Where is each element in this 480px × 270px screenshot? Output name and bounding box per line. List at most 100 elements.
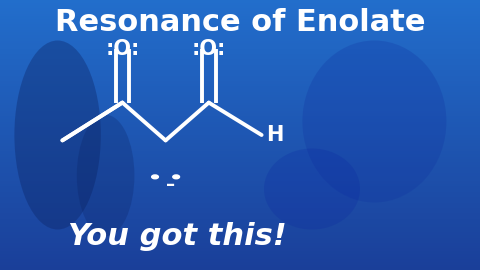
Bar — [0, 157, 480, 159]
Bar — [0, 265, 480, 267]
Bar — [0, 49, 480, 51]
Bar — [0, 119, 480, 122]
Ellipse shape — [264, 148, 360, 230]
Bar — [0, 68, 480, 70]
Ellipse shape — [77, 115, 134, 236]
Bar — [0, 208, 480, 211]
Bar — [0, 92, 480, 94]
Bar — [0, 138, 480, 140]
Bar — [0, 186, 480, 189]
Bar — [0, 167, 480, 170]
Bar — [0, 192, 480, 194]
Text: :O:: :O: — [105, 39, 140, 59]
Bar — [0, 30, 480, 32]
Bar — [0, 78, 480, 81]
Bar — [0, 65, 480, 68]
Bar — [0, 162, 480, 165]
Bar — [0, 81, 480, 84]
Bar — [0, 254, 480, 256]
Bar — [0, 148, 480, 151]
Bar — [0, 248, 480, 251]
Bar — [0, 213, 480, 216]
Bar — [0, 54, 480, 57]
Text: Resonance of Enolate: Resonance of Enolate — [55, 8, 425, 37]
Bar — [0, 178, 480, 181]
Bar — [0, 154, 480, 157]
Bar — [0, 262, 480, 265]
Bar — [0, 159, 480, 162]
Bar — [0, 176, 480, 178]
Bar — [0, 73, 480, 76]
Bar — [0, 246, 480, 248]
Bar — [0, 57, 480, 59]
Bar — [0, 11, 480, 14]
Bar — [0, 3, 480, 5]
Bar — [0, 19, 480, 22]
Bar — [0, 16, 480, 19]
Bar — [0, 230, 480, 232]
Bar — [0, 43, 480, 46]
Bar — [0, 108, 480, 111]
Bar — [0, 22, 480, 24]
Bar — [0, 173, 480, 176]
Bar — [0, 86, 480, 89]
Text: You got this!: You got this! — [68, 222, 287, 251]
Bar — [0, 240, 480, 243]
Bar — [0, 46, 480, 49]
Bar — [0, 135, 480, 138]
Bar — [0, 32, 480, 35]
Bar — [0, 170, 480, 173]
Bar — [0, 35, 480, 38]
Bar — [0, 103, 480, 105]
Bar — [0, 243, 480, 246]
Bar — [0, 62, 480, 65]
Bar — [0, 146, 480, 148]
Bar — [0, 111, 480, 113]
Bar — [0, 194, 480, 197]
Bar — [0, 232, 480, 235]
Bar — [0, 238, 480, 240]
Bar — [0, 5, 480, 8]
Bar — [0, 59, 480, 62]
Bar — [0, 94, 480, 97]
Bar — [0, 221, 480, 224]
Bar — [0, 132, 480, 135]
Bar — [0, 122, 480, 124]
Bar — [0, 211, 480, 213]
Bar — [0, 227, 480, 229]
Bar — [0, 127, 480, 130]
Bar — [0, 130, 480, 132]
Bar — [0, 181, 480, 184]
Bar — [0, 14, 480, 16]
Bar — [0, 116, 480, 119]
Text: :O:: :O: — [192, 39, 226, 59]
Bar — [0, 27, 480, 30]
Bar — [0, 70, 480, 73]
Bar — [0, 219, 480, 221]
Bar — [0, 105, 480, 108]
Bar — [0, 200, 480, 202]
Bar — [0, 100, 480, 103]
Circle shape — [152, 175, 158, 179]
Bar — [0, 24, 480, 27]
Bar — [0, 40, 480, 43]
Bar — [0, 202, 480, 205]
Bar — [0, 38, 480, 40]
Bar — [0, 97, 480, 100]
Bar — [0, 8, 480, 11]
Circle shape — [173, 175, 180, 179]
Bar — [0, 267, 480, 270]
Text: H: H — [266, 125, 284, 145]
Bar — [0, 76, 480, 78]
Bar — [0, 51, 480, 54]
Bar — [0, 165, 480, 167]
Text: –: – — [166, 176, 175, 194]
Bar — [0, 84, 480, 86]
Bar — [0, 235, 480, 238]
Bar — [0, 113, 480, 116]
Bar — [0, 89, 480, 92]
Bar — [0, 251, 480, 254]
Bar — [0, 151, 480, 154]
Bar — [0, 140, 480, 143]
Bar — [0, 124, 480, 127]
